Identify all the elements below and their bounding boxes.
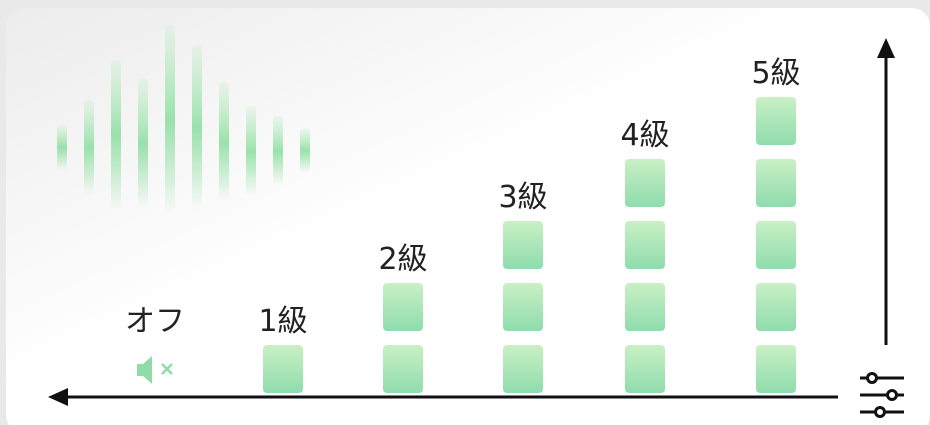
level-block (263, 345, 303, 393)
level-block (383, 283, 423, 331)
level-label: 5級 (751, 56, 800, 91)
level-label: 4級 (620, 118, 669, 153)
level-block (756, 345, 796, 393)
level-block (503, 283, 543, 331)
level-label: 1級 (258, 304, 307, 339)
level-block (756, 159, 796, 207)
level-block (625, 345, 665, 393)
level-block (383, 345, 423, 393)
level-label: 3級 (498, 180, 547, 215)
level-block (625, 283, 665, 331)
level-block (503, 221, 543, 269)
level-block (625, 159, 665, 207)
level-block (756, 97, 796, 145)
level-label: 2級 (378, 242, 427, 277)
volume-diagram: オフ 1級 2級 3級 4級 5級 (0, 0, 930, 425)
level-label: オフ (125, 304, 185, 339)
level-block (756, 283, 796, 331)
level-block (503, 345, 543, 393)
level-block (756, 221, 796, 269)
level-block (625, 221, 665, 269)
